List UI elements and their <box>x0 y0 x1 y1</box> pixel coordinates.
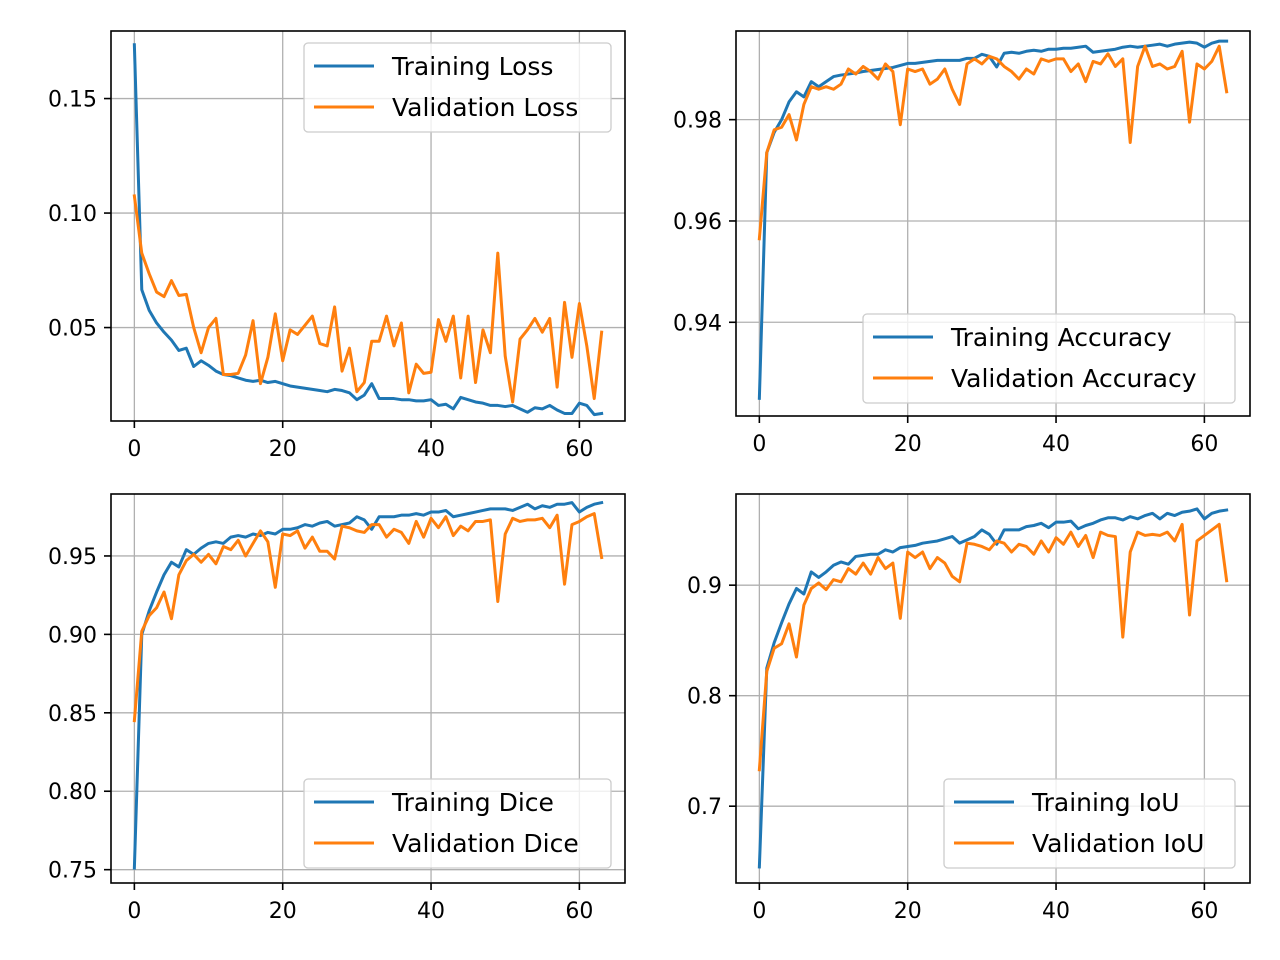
legend-box <box>303 778 612 869</box>
y-tick-label: 0.10 <box>48 202 97 227</box>
x-tick-label: 0 <box>752 432 766 457</box>
x-tick-label: 20 <box>269 899 297 924</box>
dice-panel: 0 20 40 60 0.75 0.80 0.85 0.90 0.95 Training Dice… <box>48 493 626 924</box>
x-tick-label: 20 <box>269 437 297 462</box>
y-tick-label: 0.95 <box>48 545 97 570</box>
series-line-training <box>132 43 604 417</box>
legend: Training Dice Validation Dice <box>303 778 612 869</box>
y-tick-label: 0.96 <box>673 210 722 235</box>
loss-panel: 0 20 40 60 0.05 0.10 0.15 Training Loss Validati… <box>48 30 626 462</box>
series-line-training <box>757 39 1229 400</box>
legend-label: Validation Dice <box>392 829 579 858</box>
y-tick-label: 0.7 <box>687 795 722 820</box>
y-tick-label: 0.9 <box>687 574 722 599</box>
axes-frame <box>110 30 626 422</box>
x-tick-label: 0 <box>127 899 141 924</box>
series-line-validation <box>757 44 1229 241</box>
legend-label: Training Loss <box>391 52 553 81</box>
legend-box <box>303 42 612 133</box>
iou-panel: 0 20 40 60 0.7 0.8 0.9 Training IoU Validation I… <box>687 493 1251 924</box>
accuracy-panel: 0 20 40 60 0.94 0.96 0.98 Training Accuracy Vali… <box>673 30 1251 457</box>
series-line-training <box>132 500 604 870</box>
x-tick-label: 0 <box>752 899 766 924</box>
x-tick-label: 60 <box>1190 899 1218 924</box>
legend: Training IoU Validation IoU <box>943 778 1236 869</box>
legend-label: Validation Loss <box>392 93 578 122</box>
y-tick-label: 0.94 <box>673 311 722 336</box>
x-tick-label: 40 <box>1042 432 1070 457</box>
y-tick-label: 0.05 <box>48 317 97 342</box>
x-tick-label: 40 <box>417 437 445 462</box>
y-tick-label: 0.80 <box>48 780 97 805</box>
x-tick-label: 60 <box>1190 432 1218 457</box>
y-tick-label: 0.15 <box>48 88 97 113</box>
x-tick-label: 0 <box>127 437 141 462</box>
series-line-validation <box>132 512 604 723</box>
axes-frame <box>735 30 1251 417</box>
x-tick-label: 40 <box>417 899 445 924</box>
y-tick-label: 0.90 <box>48 623 97 648</box>
series-line-training <box>757 507 1229 869</box>
axes-frame <box>735 493 1251 884</box>
x-tick-label: 20 <box>894 899 922 924</box>
y-tick-label: 0.85 <box>48 702 97 727</box>
legend-label: Validation IoU <box>1032 829 1204 858</box>
legend-label: Training Dice <box>391 788 554 817</box>
legend-label: Validation Accuracy <box>951 364 1197 393</box>
legend-label: Training IoU <box>1031 788 1180 817</box>
x-tick-label: 40 <box>1042 899 1070 924</box>
x-tick-label: 20 <box>894 432 922 457</box>
legend: Training Loss Validation Loss <box>303 42 612 133</box>
y-tick-label: 0.8 <box>687 685 722 710</box>
x-tick-label: 60 <box>565 437 593 462</box>
x-tick-label: 60 <box>565 899 593 924</box>
legend-box <box>862 313 1236 404</box>
legend-label: Training Accuracy <box>950 323 1172 352</box>
y-tick-label: 0.75 <box>48 859 97 884</box>
series-line-validation <box>132 194 604 404</box>
legend-box <box>943 778 1236 869</box>
legend: Training Accuracy Validation Accuracy <box>862 313 1236 404</box>
series-line-validation <box>757 522 1229 772</box>
y-tick-label: 0.98 <box>673 109 722 134</box>
axes-frame <box>110 493 626 884</box>
